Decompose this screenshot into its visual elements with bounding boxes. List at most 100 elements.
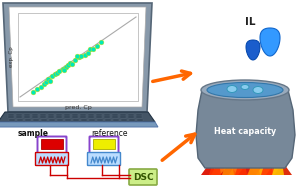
- Point: [61, 69, 66, 72]
- Bar: [128, 114, 134, 115]
- Bar: [49, 119, 55, 121]
- Bar: [88, 116, 94, 118]
- Bar: [32, 119, 39, 121]
- Bar: [97, 119, 103, 121]
- Bar: [40, 116, 46, 118]
- Polygon shape: [235, 152, 247, 175]
- Polygon shape: [248, 152, 260, 175]
- Bar: [8, 116, 14, 118]
- Bar: [57, 119, 63, 121]
- Text: pred. Cp: pred. Cp: [65, 105, 91, 109]
- Bar: [17, 119, 23, 121]
- Polygon shape: [256, 148, 274, 175]
- Point: [79, 55, 83, 58]
- Point: [63, 66, 68, 69]
- FancyBboxPatch shape: [35, 153, 69, 166]
- Bar: [136, 119, 143, 121]
- Bar: [104, 114, 110, 115]
- Polygon shape: [209, 152, 221, 175]
- Bar: [32, 114, 38, 115]
- Bar: [64, 114, 70, 115]
- Ellipse shape: [201, 80, 289, 100]
- Text: reference: reference: [92, 129, 128, 138]
- Bar: [128, 116, 134, 118]
- Point: [66, 64, 70, 67]
- Point: [68, 62, 73, 65]
- Bar: [65, 119, 71, 121]
- Point: [57, 70, 62, 73]
- Bar: [96, 116, 102, 118]
- Polygon shape: [266, 150, 284, 175]
- Polygon shape: [229, 146, 247, 175]
- Point: [77, 56, 81, 59]
- Bar: [48, 114, 54, 115]
- Bar: [25, 119, 31, 121]
- Bar: [129, 119, 135, 121]
- Text: IL: IL: [245, 17, 255, 27]
- Bar: [80, 116, 86, 118]
- Bar: [41, 119, 46, 121]
- Bar: [120, 114, 126, 115]
- Point: [38, 85, 43, 88]
- Polygon shape: [247, 143, 265, 175]
- Polygon shape: [246, 40, 260, 60]
- Point: [94, 45, 99, 48]
- Bar: [9, 119, 15, 121]
- Ellipse shape: [207, 83, 283, 98]
- Bar: [80, 114, 86, 115]
- Bar: [120, 116, 126, 118]
- Point: [44, 81, 48, 84]
- Bar: [64, 116, 70, 118]
- Point: [82, 53, 87, 56]
- Text: sample: sample: [18, 129, 49, 138]
- Bar: [88, 114, 94, 115]
- Point: [46, 77, 51, 81]
- Polygon shape: [272, 152, 284, 175]
- Point: [55, 71, 59, 74]
- Point: [70, 63, 75, 66]
- Point: [60, 67, 65, 70]
- Bar: [8, 114, 14, 115]
- Bar: [72, 116, 78, 118]
- Point: [99, 40, 103, 43]
- Polygon shape: [222, 152, 234, 175]
- Bar: [104, 116, 110, 118]
- Point: [74, 55, 79, 58]
- Bar: [93, 139, 115, 149]
- Text: Heat capacity: Heat capacity: [214, 128, 276, 136]
- Point: [48, 79, 53, 82]
- Bar: [136, 116, 142, 118]
- Text: DSC: DSC: [133, 173, 153, 181]
- Polygon shape: [261, 152, 273, 175]
- Polygon shape: [260, 28, 280, 56]
- Bar: [73, 119, 79, 121]
- Bar: [105, 119, 111, 121]
- Polygon shape: [201, 150, 219, 175]
- Bar: [41, 139, 63, 149]
- Polygon shape: [0, 122, 158, 127]
- Bar: [96, 114, 102, 115]
- Bar: [80, 119, 87, 121]
- Point: [91, 47, 96, 50]
- Bar: [24, 114, 30, 115]
- Bar: [24, 116, 30, 118]
- Bar: [89, 119, 94, 121]
- Polygon shape: [3, 3, 152, 112]
- Text: exp. Cp: exp. Cp: [10, 47, 15, 67]
- Bar: [72, 114, 78, 115]
- Point: [72, 59, 77, 62]
- Bar: [136, 114, 142, 115]
- Polygon shape: [220, 152, 238, 175]
- FancyBboxPatch shape: [129, 169, 157, 185]
- Bar: [32, 116, 38, 118]
- Polygon shape: [274, 150, 292, 175]
- Bar: [113, 119, 119, 121]
- Polygon shape: [196, 90, 295, 168]
- FancyBboxPatch shape: [88, 153, 120, 166]
- Bar: [56, 114, 62, 115]
- Ellipse shape: [227, 85, 237, 92]
- Point: [86, 51, 90, 54]
- Bar: [40, 114, 46, 115]
- Polygon shape: [238, 151, 256, 175]
- Bar: [16, 114, 22, 115]
